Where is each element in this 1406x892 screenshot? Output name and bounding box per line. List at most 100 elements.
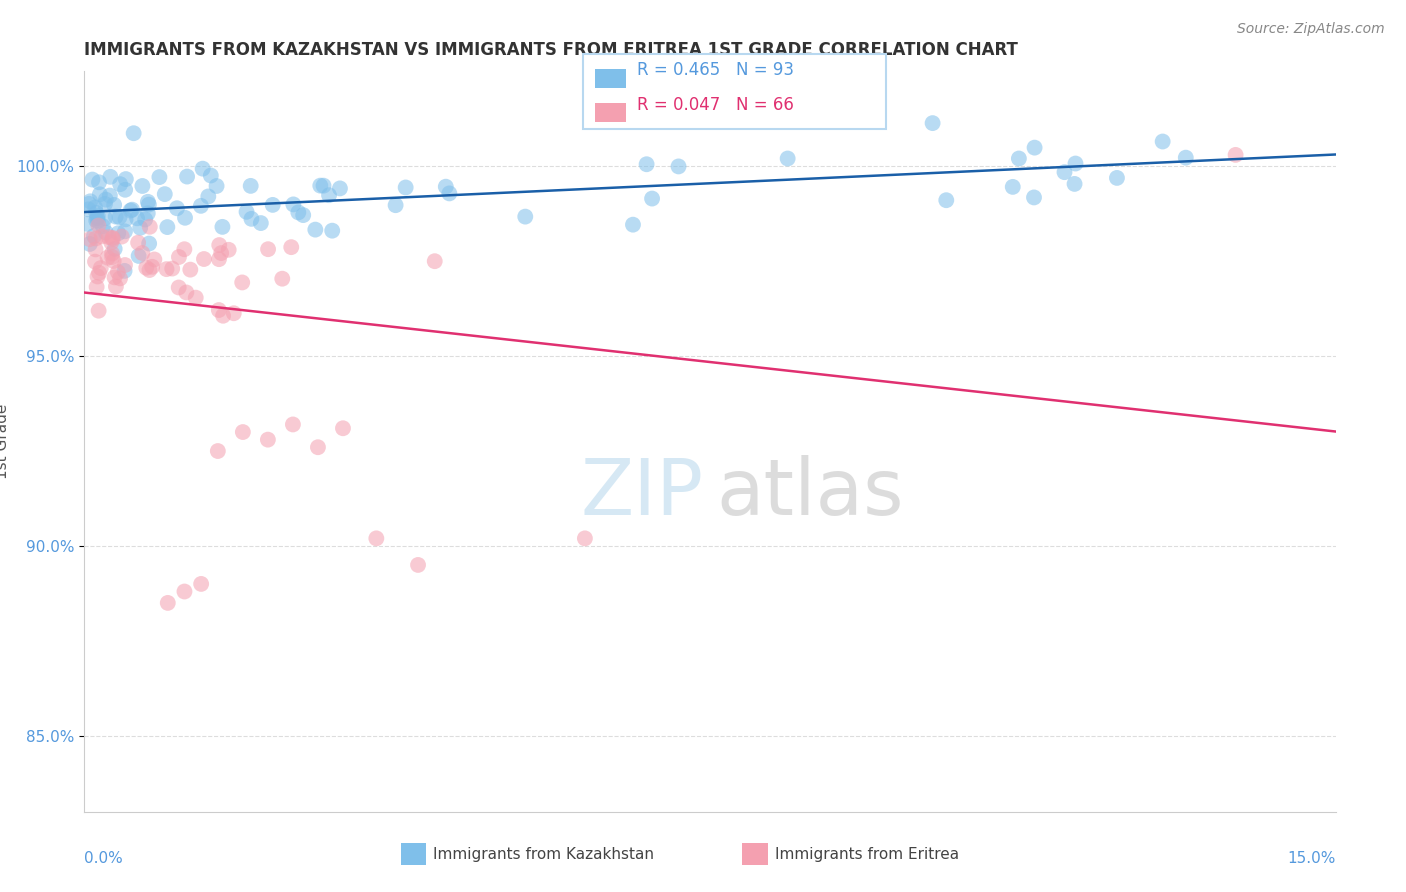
Point bbox=[111, 229, 134, 244]
Point bbox=[208, 238, 231, 252]
Text: 0.0%: 0.0% bbox=[84, 851, 124, 865]
Point bbox=[84, 213, 107, 227]
Point bbox=[83, 228, 105, 243]
Point bbox=[114, 224, 136, 238]
Point bbox=[128, 249, 150, 263]
Point bbox=[1022, 190, 1045, 204]
Point bbox=[921, 116, 943, 130]
Text: ZIP: ZIP bbox=[581, 455, 704, 532]
Text: Source: ZipAtlas.com: Source: ZipAtlas.com bbox=[1237, 22, 1385, 37]
Text: R = 0.047   N = 66: R = 0.047 N = 66 bbox=[637, 96, 794, 114]
Point bbox=[1152, 135, 1174, 149]
Point bbox=[621, 218, 644, 232]
Text: Immigrants from Eritrea: Immigrants from Eritrea bbox=[775, 847, 959, 862]
Point bbox=[434, 179, 457, 194]
Point bbox=[104, 279, 127, 293]
Point bbox=[153, 187, 176, 202]
Point bbox=[179, 262, 201, 277]
Point bbox=[107, 226, 129, 240]
Point bbox=[515, 210, 537, 224]
Point bbox=[309, 178, 332, 193]
Point bbox=[94, 211, 117, 226]
Point bbox=[190, 199, 212, 213]
Point bbox=[176, 285, 198, 300]
Point bbox=[91, 219, 114, 234]
Point bbox=[108, 271, 131, 285]
Point bbox=[136, 206, 159, 220]
Text: 15.0%: 15.0% bbox=[1288, 851, 1336, 865]
Point bbox=[307, 440, 329, 454]
Point bbox=[1001, 180, 1024, 194]
Text: R = 0.465   N = 93: R = 0.465 N = 93 bbox=[637, 62, 794, 79]
Point bbox=[87, 219, 110, 233]
Point bbox=[292, 208, 315, 222]
Point bbox=[231, 276, 253, 290]
Point bbox=[134, 212, 156, 227]
Point bbox=[114, 264, 136, 278]
Point bbox=[121, 202, 143, 217]
Point bbox=[190, 577, 212, 591]
Point bbox=[104, 210, 127, 224]
Point bbox=[94, 193, 117, 207]
Point bbox=[86, 280, 108, 294]
Point bbox=[257, 242, 280, 256]
Point bbox=[222, 306, 245, 320]
Point bbox=[98, 188, 121, 202]
Point bbox=[191, 161, 214, 176]
Point bbox=[143, 252, 166, 267]
Point bbox=[235, 204, 257, 219]
Point bbox=[212, 309, 235, 323]
Point bbox=[90, 261, 112, 276]
Point bbox=[1105, 170, 1128, 185]
Point bbox=[84, 231, 107, 245]
Point bbox=[281, 417, 304, 432]
Point bbox=[94, 226, 117, 240]
Point bbox=[101, 232, 124, 246]
Point bbox=[87, 266, 110, 280]
Point bbox=[218, 243, 240, 257]
Point bbox=[138, 236, 160, 251]
Point bbox=[148, 170, 170, 185]
Point bbox=[167, 280, 190, 294]
Point bbox=[108, 211, 131, 225]
Point bbox=[184, 291, 207, 305]
Point bbox=[321, 224, 343, 238]
Point bbox=[115, 172, 138, 186]
Point bbox=[1024, 141, 1046, 155]
Point bbox=[250, 216, 273, 230]
Point bbox=[384, 198, 406, 212]
Point bbox=[1053, 165, 1076, 179]
Point bbox=[89, 187, 111, 202]
Point bbox=[197, 189, 219, 203]
Point bbox=[280, 240, 302, 254]
Point bbox=[283, 197, 305, 211]
Point bbox=[240, 211, 263, 226]
Point bbox=[423, 254, 446, 268]
Point bbox=[90, 229, 112, 244]
Point bbox=[207, 444, 229, 458]
Point bbox=[155, 262, 177, 277]
Point bbox=[135, 260, 157, 275]
Point bbox=[87, 175, 110, 189]
Point bbox=[103, 198, 125, 212]
Point bbox=[257, 433, 280, 447]
Point bbox=[122, 126, 145, 140]
Point bbox=[439, 186, 461, 201]
Point bbox=[329, 181, 352, 195]
Point bbox=[84, 254, 107, 268]
Point bbox=[84, 201, 107, 215]
Point bbox=[406, 558, 429, 572]
Point bbox=[208, 252, 231, 267]
Point bbox=[200, 169, 222, 183]
Point bbox=[160, 261, 183, 276]
Point bbox=[129, 220, 152, 235]
Point bbox=[574, 532, 596, 546]
Point bbox=[193, 252, 215, 266]
Point bbox=[395, 180, 418, 194]
Point bbox=[776, 152, 799, 166]
Point bbox=[87, 303, 110, 318]
Point bbox=[127, 211, 149, 226]
Point bbox=[366, 532, 388, 546]
Point bbox=[138, 263, 160, 277]
Point bbox=[1225, 148, 1247, 162]
